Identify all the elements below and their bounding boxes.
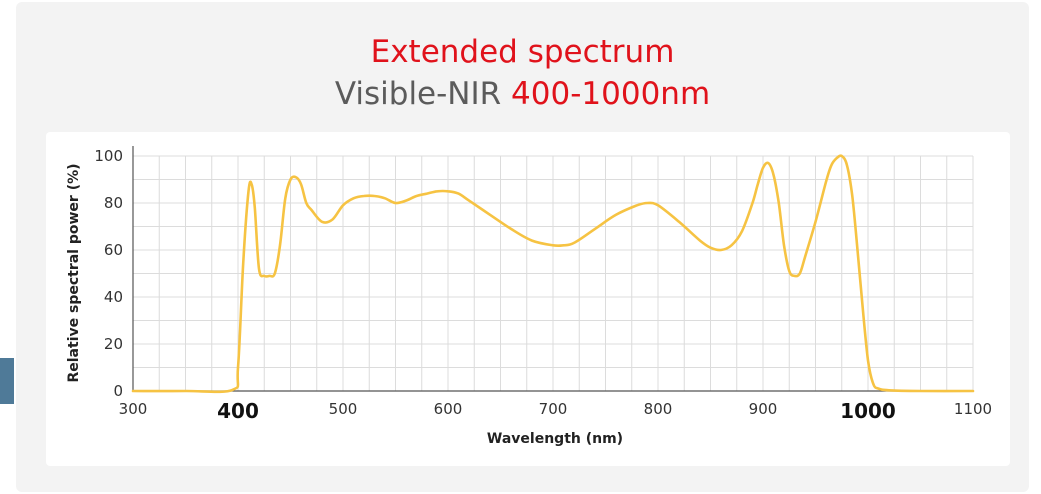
y-tick-label: 40 [104,288,123,306]
y-tick-label: 0 [113,382,123,400]
x-tick-label: 700 [539,400,568,418]
x-axis-label: Wavelength (nm) [487,431,623,447]
axes [132,146,973,392]
y-tick-label: 80 [104,194,123,212]
chart-subtitle: Visible-NIR 400-1000nm [16,76,1029,112]
x-tick-label: 600 [434,400,463,418]
x-tick-label: 300 [119,400,148,418]
subtitle-prefix: Visible-NIR [334,76,512,112]
x-tick-label: 800 [644,400,673,418]
y-tick-label: 60 [104,241,123,259]
x-tick-label: 1000 [840,399,896,423]
y-tick-label: 100 [94,147,123,165]
x-tick-label: 500 [329,400,358,418]
y-tick-label: 20 [104,335,123,353]
grid [133,155,974,391]
series [131,154,975,394]
x-ticks: 300 400 500 600 700 800 900 1000 1100 [119,399,992,423]
subtitle-range: 400-1000nm [511,76,711,112]
side-tab[interactable] [0,358,14,404]
x-tick-label: 900 [749,400,778,418]
y-axis-label: Relative spectral power (%) [66,163,82,382]
y-ticks: 0 20 40 60 80 100 [94,147,123,400]
chart-card [46,132,1010,466]
chart-title: Extended spectrum [370,34,675,70]
x-tick-label: 1100 [954,400,992,418]
spectrum-line [131,154,975,394]
x-tick-label: 400 [217,399,259,423]
